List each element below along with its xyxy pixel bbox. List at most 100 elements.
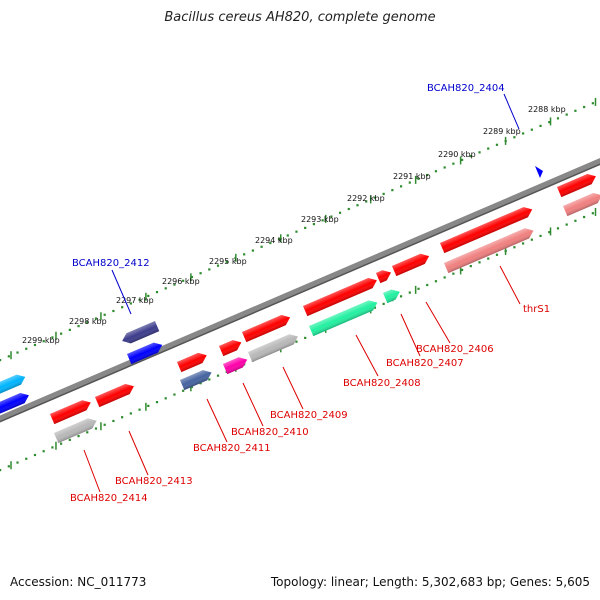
leader-line — [400, 313, 421, 357]
gene-feature[interactable] — [444, 226, 536, 274]
kbp-ruler-upper-dot — [539, 124, 542, 128]
gene-feature[interactable] — [392, 251, 431, 277]
kbp-ruler-upper-dot — [513, 136, 516, 139]
kbp-ruler-upper-dot — [243, 253, 246, 256]
gene-marker-bcah820-2404[interactable] — [535, 166, 543, 178]
gene-feature[interactable] — [563, 190, 600, 217]
gene-feature[interactable] — [0, 372, 27, 397]
gene-feature[interactable] — [440, 204, 534, 254]
kbp-ruler-lower-dot — [373, 306, 377, 309]
gene-feature[interactable] — [95, 381, 136, 408]
kbp-ruler-upper-dot — [391, 189, 394, 192]
gene-features — [0, 166, 600, 444]
kbp-ruler-upper-dot — [487, 147, 490, 150]
kbp-ruler-lower-dot — [426, 283, 429, 287]
gene-feature-shade — [127, 342, 163, 365]
kbp-ruler-lower-dot — [94, 427, 98, 430]
gene-feature[interactable] — [223, 355, 249, 375]
accession-text: Accession: NC_011773 — [10, 575, 147, 589]
kbp-label: 2290 kbp — [438, 150, 476, 159]
gene-feature[interactable] — [303, 275, 379, 317]
gene-label-bcah820-2404[interactable]: BCAH820_2404 — [427, 83, 505, 94]
kbp-ruler-upper-dot — [77, 325, 80, 328]
gene-feature-shade — [223, 357, 248, 375]
kbp-label: 2297 kbp — [116, 296, 154, 305]
gene-feature-shade — [95, 383, 134, 408]
gene-feature-shade — [392, 253, 430, 277]
kbp-ruler-lower-dot — [304, 336, 307, 339]
gene-feature[interactable] — [0, 390, 31, 417]
gene-label-bcah820-2407[interactable]: BCAH820_2407 — [386, 358, 464, 369]
kbp-ruler-upper-dot — [382, 192, 385, 196]
kbp-ruler-upper-dot — [147, 294, 150, 297]
kbp-ruler-lower-dot — [164, 397, 167, 400]
leader-line — [128, 430, 149, 476]
kbp-ruler-lower-dot — [539, 234, 542, 238]
kbp-label: 2296 kbp — [162, 277, 200, 286]
leader-line — [503, 93, 520, 130]
kbp-ruler-upper-dot — [452, 162, 455, 165]
gene-label-bcah820-2412[interactable]: BCAH820_2412 — [72, 258, 150, 269]
gene-feature[interactable] — [383, 287, 402, 304]
kbp-ruler-upper-dot — [426, 173, 429, 177]
gene-feature[interactable] — [120, 321, 160, 346]
gene-label-thrs1[interactable]: thrS1 — [523, 304, 550, 315]
kbp-ruler-upper-dot — [522, 132, 525, 135]
kbp-ruler-upper-dot — [155, 291, 159, 294]
gene-feature[interactable] — [54, 416, 99, 444]
gene-feature-shade — [242, 315, 291, 343]
kbp-ruler-upper-dot — [51, 336, 54, 339]
kbp-ruler-lower-dot — [548, 231, 551, 234]
gene-feature[interactable] — [50, 397, 93, 425]
gene-feature-shade — [557, 173, 596, 198]
leader-line — [355, 334, 379, 377]
kbp-ruler-upper-dot — [225, 260, 228, 263]
kbp-ruler-upper-dot — [129, 302, 132, 305]
gene-label-bcah820-2406[interactable]: BCAH820_2406 — [416, 344, 494, 355]
kbp-ruler-lower-dot — [33, 453, 37, 457]
kbp-ruler-lower-dot — [121, 416, 124, 419]
gene-feature[interactable] — [177, 350, 209, 373]
kbp-ruler-upper-dot — [417, 177, 420, 180]
kbp-ruler-lower-dot — [583, 215, 586, 219]
gene-label-bcah820-2409[interactable]: BCAH820_2409 — [270, 410, 348, 421]
gene-label-bcah820-2414[interactable]: BCAH820_2414 — [70, 493, 148, 504]
gene-feature[interactable] — [248, 331, 300, 363]
gene-feature-shade — [0, 374, 26, 397]
gene-feature[interactable] — [180, 367, 214, 391]
gene-feature[interactable] — [309, 298, 380, 337]
gene-feature[interactable] — [242, 312, 292, 343]
gene-feature-shade — [444, 228, 534, 274]
gene-label-bcah820-2413[interactable]: BCAH820_2413 — [115, 476, 193, 487]
gene-feature[interactable] — [557, 171, 598, 198]
gene-feature-shade — [54, 418, 97, 444]
kbp-ruler-lower-dot — [42, 450, 45, 453]
gene-label-bcah820-2411[interactable]: BCAH820_2411 — [193, 443, 271, 454]
kbp-ruler-upper-dot — [495, 143, 499, 146]
gene-feature-shade — [177, 352, 207, 373]
kbp-ruler-lower-dot — [574, 219, 577, 222]
topology-text: Topology: linear; Length: 5,302,683 bp; … — [270, 575, 590, 589]
gene-feature-shade — [376, 270, 392, 284]
kbp-ruler-upper-dot — [190, 275, 193, 279]
kbp-ruler-upper-dot — [94, 317, 98, 320]
kbp-ruler-lower-dot — [495, 253, 499, 256]
gene-feature[interactable] — [127, 340, 164, 365]
map-title: Bacillus cereus AH820, complete genome — [164, 10, 436, 25]
gene-feature[interactable] — [219, 337, 244, 357]
gene-feature[interactable] — [376, 267, 393, 284]
kbp-ruler-lower-dot — [182, 389, 185, 392]
leader-line — [206, 398, 228, 443]
kbp-ruler-upper-dot — [216, 264, 220, 267]
kbp-ruler-upper-dot — [469, 155, 472, 158]
gene-label-bcah820-2410[interactable]: BCAH820_2410 — [231, 427, 309, 438]
kbp-ruler-upper-dot — [365, 200, 368, 203]
kbp-ruler-upper-dot — [208, 268, 211, 271]
genome-backbone — [0, 158, 600, 422]
kbp-label: 2293 kbp — [301, 215, 339, 224]
kbp-ruler-lower-dot — [216, 374, 220, 377]
kbp-ruler-lower-dot — [103, 423, 106, 426]
gene-label-bcah820-2408[interactable]: BCAH820_2408 — [343, 378, 421, 389]
leader-line — [111, 269, 132, 315]
gene-feature-shade — [0, 392, 29, 417]
